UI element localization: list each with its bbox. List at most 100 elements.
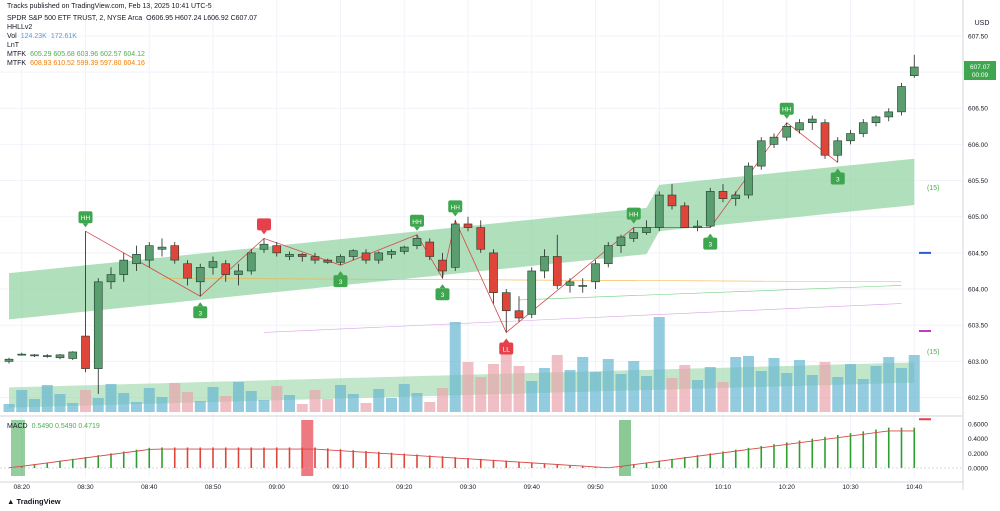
marker-badge xyxy=(499,342,514,355)
macd-tick-label: 0.2000 xyxy=(968,451,988,458)
time-tick-label: 10:20 xyxy=(779,484,796,491)
marker-label: LL xyxy=(503,346,511,353)
volume-bar xyxy=(602,359,614,412)
volume-bar xyxy=(105,384,117,412)
candle xyxy=(897,82,906,116)
volume-bar xyxy=(883,357,895,412)
last-price-badge xyxy=(964,61,996,81)
indicator-mtfk-1[interactable]: MTFK 605.29 605.68 603.96 602.57 604.12 xyxy=(7,50,149,59)
marker-badge xyxy=(779,102,794,115)
candle xyxy=(106,267,116,290)
candle-body xyxy=(782,126,792,138)
candle xyxy=(795,119,804,134)
candle-body xyxy=(399,246,409,252)
candle-body xyxy=(208,261,218,268)
volume-bar xyxy=(564,370,576,412)
volume-bar xyxy=(309,390,321,412)
swing-markers: HH HH HH HH HH 3 3 3 LL 3 3 xyxy=(78,102,845,355)
candle xyxy=(731,191,741,206)
marker-label: HH xyxy=(629,212,639,219)
candle xyxy=(820,119,830,159)
candle-body xyxy=(540,256,549,272)
candle xyxy=(603,242,613,268)
volume-bar xyxy=(386,398,397,412)
candle xyxy=(705,187,715,228)
price-tick-label: 602.50 xyxy=(968,395,988,402)
candle xyxy=(807,115,817,130)
swing-marker: LL xyxy=(499,338,514,355)
candle-body xyxy=(170,245,180,261)
swing-marker: HH xyxy=(448,200,463,217)
indicator-macd[interactable]: MACD 0.5490 0.5490 0.4719 xyxy=(7,422,104,431)
volume-bar xyxy=(118,393,130,412)
candle xyxy=(323,258,333,264)
mtfk-label-1: MTFK xyxy=(7,51,27,58)
volume-bar xyxy=(322,399,334,412)
candle-body xyxy=(705,191,715,227)
macd-tick-label: 0.0000 xyxy=(968,466,988,473)
volume-histogram xyxy=(3,317,920,412)
candle xyxy=(361,249,371,264)
macd-highlight xyxy=(11,420,25,476)
volume-bar xyxy=(615,374,627,412)
macd-label: MACD xyxy=(7,423,28,430)
candle-body xyxy=(30,354,39,357)
candle-body xyxy=(463,223,473,228)
candle-body xyxy=(438,259,447,272)
indicator-hhll[interactable]: HHLLv2 xyxy=(7,24,33,31)
candle xyxy=(782,122,792,141)
volume-bar xyxy=(857,379,869,412)
tradingview-logo[interactable]: ▲ TradingView xyxy=(7,497,61,506)
indicator-lnt[interactable]: LnT xyxy=(7,42,20,49)
candle xyxy=(501,289,511,333)
marker-pointer xyxy=(503,338,510,343)
candle-body xyxy=(489,252,498,293)
volume-bar xyxy=(794,360,805,412)
candle-body xyxy=(106,274,116,283)
candle xyxy=(246,249,256,275)
volume-bar xyxy=(551,355,563,412)
candle-body xyxy=(514,310,524,319)
candle-body xyxy=(17,353,27,356)
macd-tick-label: 0.6000 xyxy=(968,422,988,429)
volume-bar xyxy=(641,376,652,412)
candle-body xyxy=(909,66,919,76)
marker-pointer xyxy=(783,114,790,119)
candle-body xyxy=(565,281,575,286)
marker-pointer xyxy=(261,230,267,235)
symbol-legend[interactable]: SPDR S&P 500 ETF TRUST, 2, NYSE Arca O606… xyxy=(7,14,261,23)
candle-body xyxy=(552,256,562,286)
volume-bar xyxy=(730,357,742,412)
candle xyxy=(297,252,307,262)
candle xyxy=(259,238,269,253)
time-tick-label: 10:10 xyxy=(715,484,732,491)
indicator-vol[interactable]: Vol 124.23K 172.61K xyxy=(7,32,81,41)
candle-body xyxy=(450,223,460,268)
candles xyxy=(4,54,919,394)
candle xyxy=(438,252,447,279)
swing-marker: 3 xyxy=(193,302,208,319)
marker-pointer xyxy=(414,226,420,231)
candle xyxy=(565,278,575,293)
upper-cloud-band xyxy=(9,158,915,320)
volume-bar xyxy=(271,386,283,412)
macd-pane xyxy=(0,420,963,476)
candle xyxy=(667,184,677,210)
candle-body xyxy=(183,263,192,279)
time-tick-label: 09:10 xyxy=(332,484,349,491)
candle xyxy=(756,137,766,170)
indicator-mtfk-2[interactable]: MTFK 608.93 610.52 599.39 597.80 604.16 xyxy=(7,59,149,68)
volume-bar xyxy=(462,362,474,412)
volume-bar xyxy=(194,401,206,412)
candle-body xyxy=(642,227,651,233)
time-tick-label: 09:20 xyxy=(396,484,413,491)
candle xyxy=(718,184,728,203)
marker-label: HH xyxy=(81,215,91,222)
volume-bar xyxy=(628,361,640,412)
volume-bar xyxy=(335,385,346,412)
countdown-label: 00:09 xyxy=(972,72,989,79)
volume-bar xyxy=(743,356,754,412)
volume-bar xyxy=(80,390,91,412)
volume-bar xyxy=(832,377,844,412)
